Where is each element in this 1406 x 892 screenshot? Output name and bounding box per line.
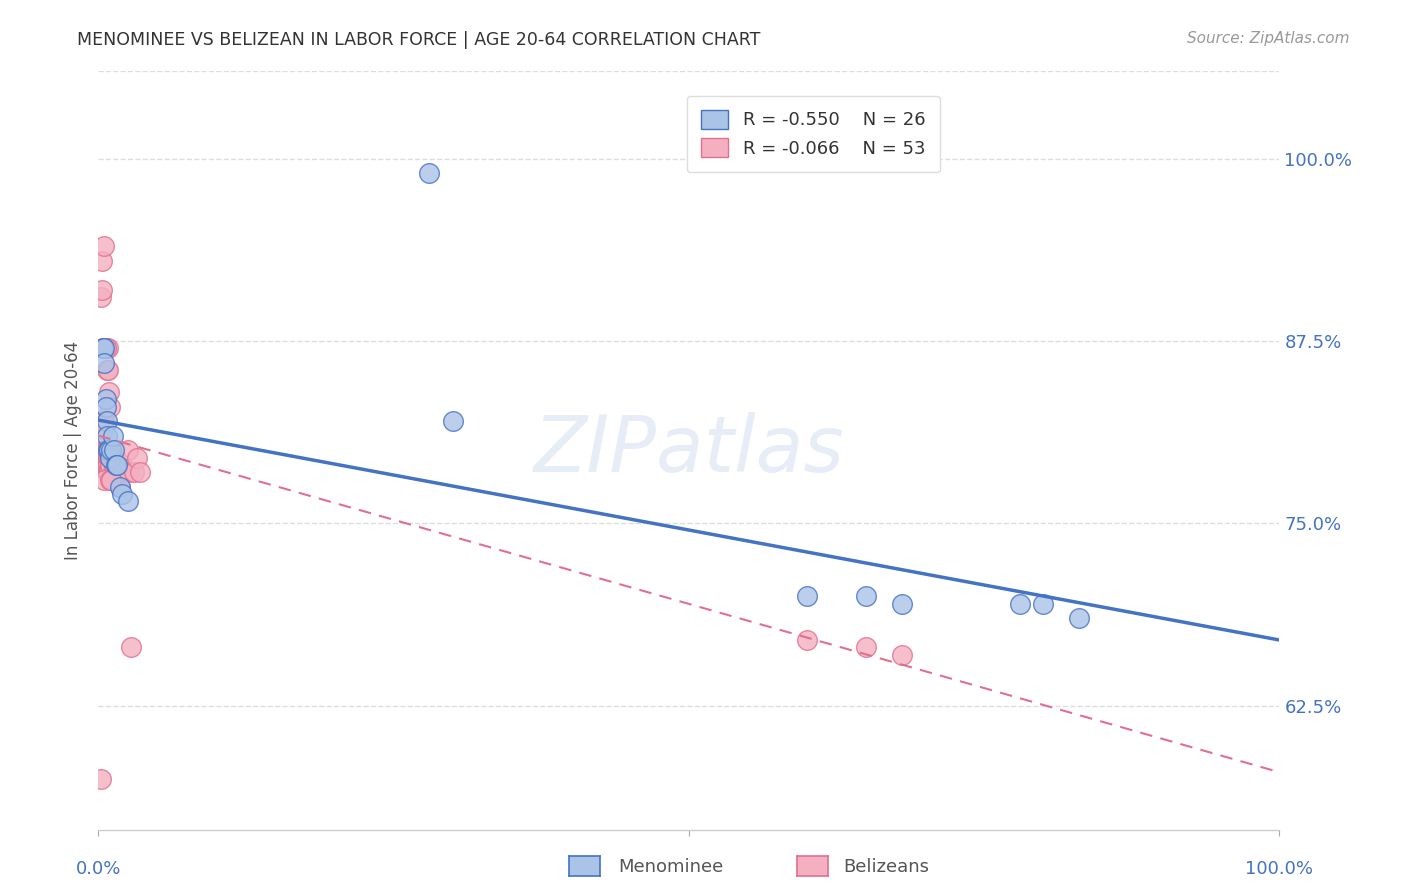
Point — [96, 414, 118, 428]
Point — [98, 466, 121, 480]
Point — [105, 458, 128, 472]
Point — [94, 400, 117, 414]
Point — [100, 473, 122, 487]
Point — [1067, 611, 1090, 625]
Point — [91, 342, 114, 356]
Point — [90, 290, 112, 304]
Point — [117, 494, 139, 508]
Point — [1032, 597, 1054, 611]
Point — [98, 443, 121, 458]
Point — [93, 421, 115, 435]
Point — [90, 772, 112, 786]
Point — [105, 458, 128, 472]
Point — [96, 429, 118, 443]
Text: MENOMINEE VS BELIZEAN IN LABOR FORCE | AGE 20-64 CORRELATION CHART: MENOMINEE VS BELIZEAN IN LABOR FORCE | A… — [77, 31, 761, 49]
Point — [101, 429, 124, 443]
Point — [97, 466, 120, 480]
Point — [855, 589, 877, 603]
Point — [94, 342, 117, 356]
Text: Menominee: Menominee — [619, 858, 724, 876]
Point — [94, 392, 117, 407]
Point — [112, 466, 135, 480]
Point — [100, 443, 122, 458]
Point — [127, 450, 149, 465]
Point — [890, 648, 912, 662]
Point — [98, 400, 121, 414]
Point — [98, 385, 121, 400]
Point — [91, 254, 114, 268]
Point — [105, 450, 128, 465]
Text: Source: ZipAtlas.com: Source: ZipAtlas.com — [1187, 31, 1350, 46]
Point — [91, 342, 114, 356]
Point — [94, 450, 117, 465]
Point — [117, 443, 139, 458]
Point — [97, 443, 120, 458]
Point — [98, 443, 121, 458]
Point — [97, 458, 120, 472]
Text: Belizeans: Belizeans — [844, 858, 929, 876]
Point — [418, 166, 440, 180]
Point — [128, 466, 150, 480]
Point — [103, 443, 125, 458]
Point — [121, 640, 143, 655]
Point — [100, 450, 122, 465]
Point — [91, 283, 114, 297]
Point — [97, 450, 120, 465]
Point — [94, 342, 117, 356]
Point — [94, 443, 117, 458]
Point — [105, 458, 128, 472]
Point — [96, 466, 118, 480]
Point — [93, 443, 115, 458]
Point — [93, 356, 115, 370]
Point — [101, 466, 124, 480]
Point — [108, 480, 131, 494]
Point — [94, 458, 117, 472]
Point — [96, 443, 118, 458]
Text: ZIPatlas: ZIPatlas — [533, 412, 845, 489]
Point — [111, 458, 134, 472]
Point — [98, 458, 121, 472]
Point — [93, 239, 115, 253]
Point — [98, 473, 121, 487]
Point — [98, 450, 121, 465]
Legend: R = -0.550    N = 26, R = -0.066    N = 53: R = -0.550 N = 26, R = -0.066 N = 53 — [686, 95, 939, 172]
Point — [97, 363, 120, 377]
Point — [96, 363, 118, 377]
Point — [96, 443, 118, 458]
Point — [796, 633, 818, 648]
Point — [890, 597, 912, 611]
Point — [441, 414, 464, 428]
Point — [108, 480, 131, 494]
Point — [93, 414, 115, 428]
Point — [855, 640, 877, 655]
Point — [91, 414, 114, 428]
Point — [96, 450, 118, 465]
Point — [103, 458, 125, 472]
Point — [796, 589, 818, 603]
Point — [118, 466, 141, 480]
Y-axis label: In Labor Force | Age 20-64: In Labor Force | Age 20-64 — [65, 341, 83, 560]
Point — [93, 342, 115, 356]
Text: 0.0%: 0.0% — [76, 860, 121, 878]
Point — [122, 466, 145, 480]
Point — [97, 342, 120, 356]
Point — [91, 414, 114, 428]
Text: 100.0%: 100.0% — [1246, 860, 1313, 878]
Point — [91, 421, 114, 435]
Point — [1008, 597, 1031, 611]
Point — [93, 473, 115, 487]
Point — [111, 487, 134, 501]
Point — [98, 450, 121, 465]
